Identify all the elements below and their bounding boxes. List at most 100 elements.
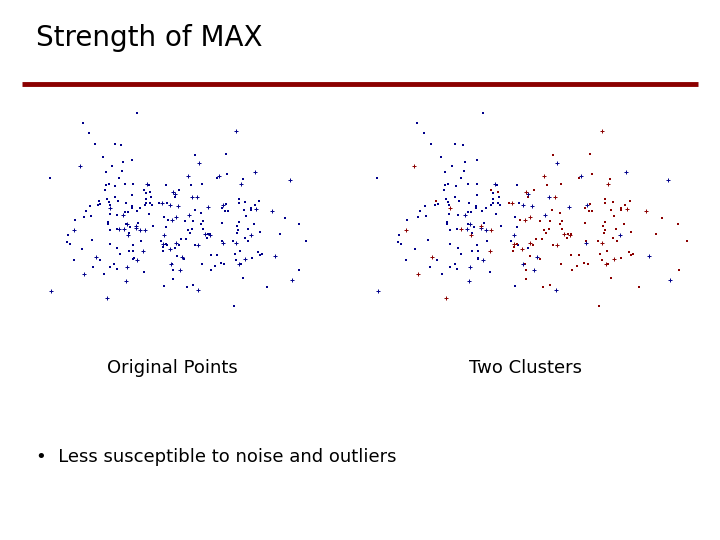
Point	[107, 161, 118, 170]
Point	[480, 203, 492, 212]
Point	[600, 217, 611, 226]
Point	[78, 213, 89, 221]
Text: Two Clusters: Two Clusters	[469, 359, 582, 377]
Point	[131, 206, 143, 215]
Point	[63, 231, 74, 240]
Point	[157, 246, 168, 255]
Point	[109, 139, 120, 148]
Point	[166, 259, 178, 268]
Point	[114, 225, 125, 233]
Point	[182, 226, 194, 235]
Point	[126, 204, 138, 212]
Point	[492, 188, 503, 197]
Point	[143, 210, 154, 218]
Point	[174, 265, 186, 274]
Point	[462, 208, 474, 217]
Point	[119, 224, 130, 233]
Point	[528, 240, 539, 249]
Point	[217, 236, 228, 245]
Point	[83, 129, 94, 137]
Point	[64, 240, 76, 248]
Point	[575, 172, 587, 180]
Point	[465, 207, 477, 216]
Point	[449, 139, 461, 148]
Point	[438, 186, 449, 194]
Point	[220, 199, 232, 208]
Point	[472, 180, 483, 188]
Point	[181, 282, 193, 291]
Point	[510, 213, 521, 221]
Point	[139, 200, 150, 209]
Point	[130, 224, 142, 232]
Point	[220, 207, 231, 215]
Point	[478, 219, 490, 227]
Point	[523, 244, 534, 253]
Point	[393, 231, 405, 240]
Point	[132, 109, 143, 117]
Point	[611, 224, 622, 233]
Point	[93, 197, 104, 205]
Point	[156, 199, 168, 207]
Point	[441, 217, 453, 226]
Point	[412, 213, 423, 221]
Point	[161, 199, 173, 208]
Point	[235, 260, 246, 268]
Point	[620, 168, 631, 177]
Point	[528, 265, 540, 274]
Point	[449, 192, 461, 201]
Point	[485, 247, 496, 256]
Point	[662, 176, 673, 185]
Point	[621, 205, 633, 213]
Point	[117, 158, 128, 166]
Point	[472, 254, 483, 263]
Point	[471, 201, 482, 210]
Point	[197, 225, 209, 233]
Point	[127, 180, 138, 188]
Point	[184, 229, 196, 238]
Point	[250, 168, 261, 177]
Point	[412, 269, 423, 278]
Point	[444, 204, 455, 212]
Point	[238, 206, 250, 214]
Point	[211, 251, 222, 260]
Point	[284, 176, 296, 185]
Point	[586, 170, 598, 178]
Point	[555, 180, 567, 188]
Point	[233, 260, 245, 268]
Point	[456, 249, 467, 258]
Point	[546, 205, 558, 214]
Point	[544, 192, 555, 201]
Point	[127, 240, 139, 249]
Point	[102, 220, 114, 228]
Point	[171, 213, 182, 221]
Point	[443, 179, 454, 188]
Point	[104, 226, 116, 234]
Point	[546, 241, 558, 249]
Point	[205, 251, 217, 259]
Point	[557, 217, 568, 225]
Point	[522, 192, 534, 201]
Point	[442, 197, 454, 206]
Point	[519, 259, 531, 268]
Point	[505, 237, 517, 245]
Point	[455, 225, 467, 233]
Point	[189, 205, 200, 214]
Point	[446, 161, 458, 170]
Point	[196, 259, 207, 268]
Point	[192, 286, 203, 294]
Point	[274, 230, 286, 238]
Point	[525, 252, 536, 260]
Point	[672, 220, 684, 228]
Point	[144, 188, 156, 197]
Point	[162, 215, 174, 224]
Point	[681, 237, 693, 246]
Point	[490, 210, 502, 218]
Point	[89, 140, 101, 149]
Point	[196, 220, 207, 228]
Point	[94, 200, 106, 208]
Point	[470, 204, 482, 212]
Point	[558, 230, 570, 238]
Point	[401, 216, 413, 225]
Point	[165, 201, 176, 210]
Point	[583, 207, 595, 215]
